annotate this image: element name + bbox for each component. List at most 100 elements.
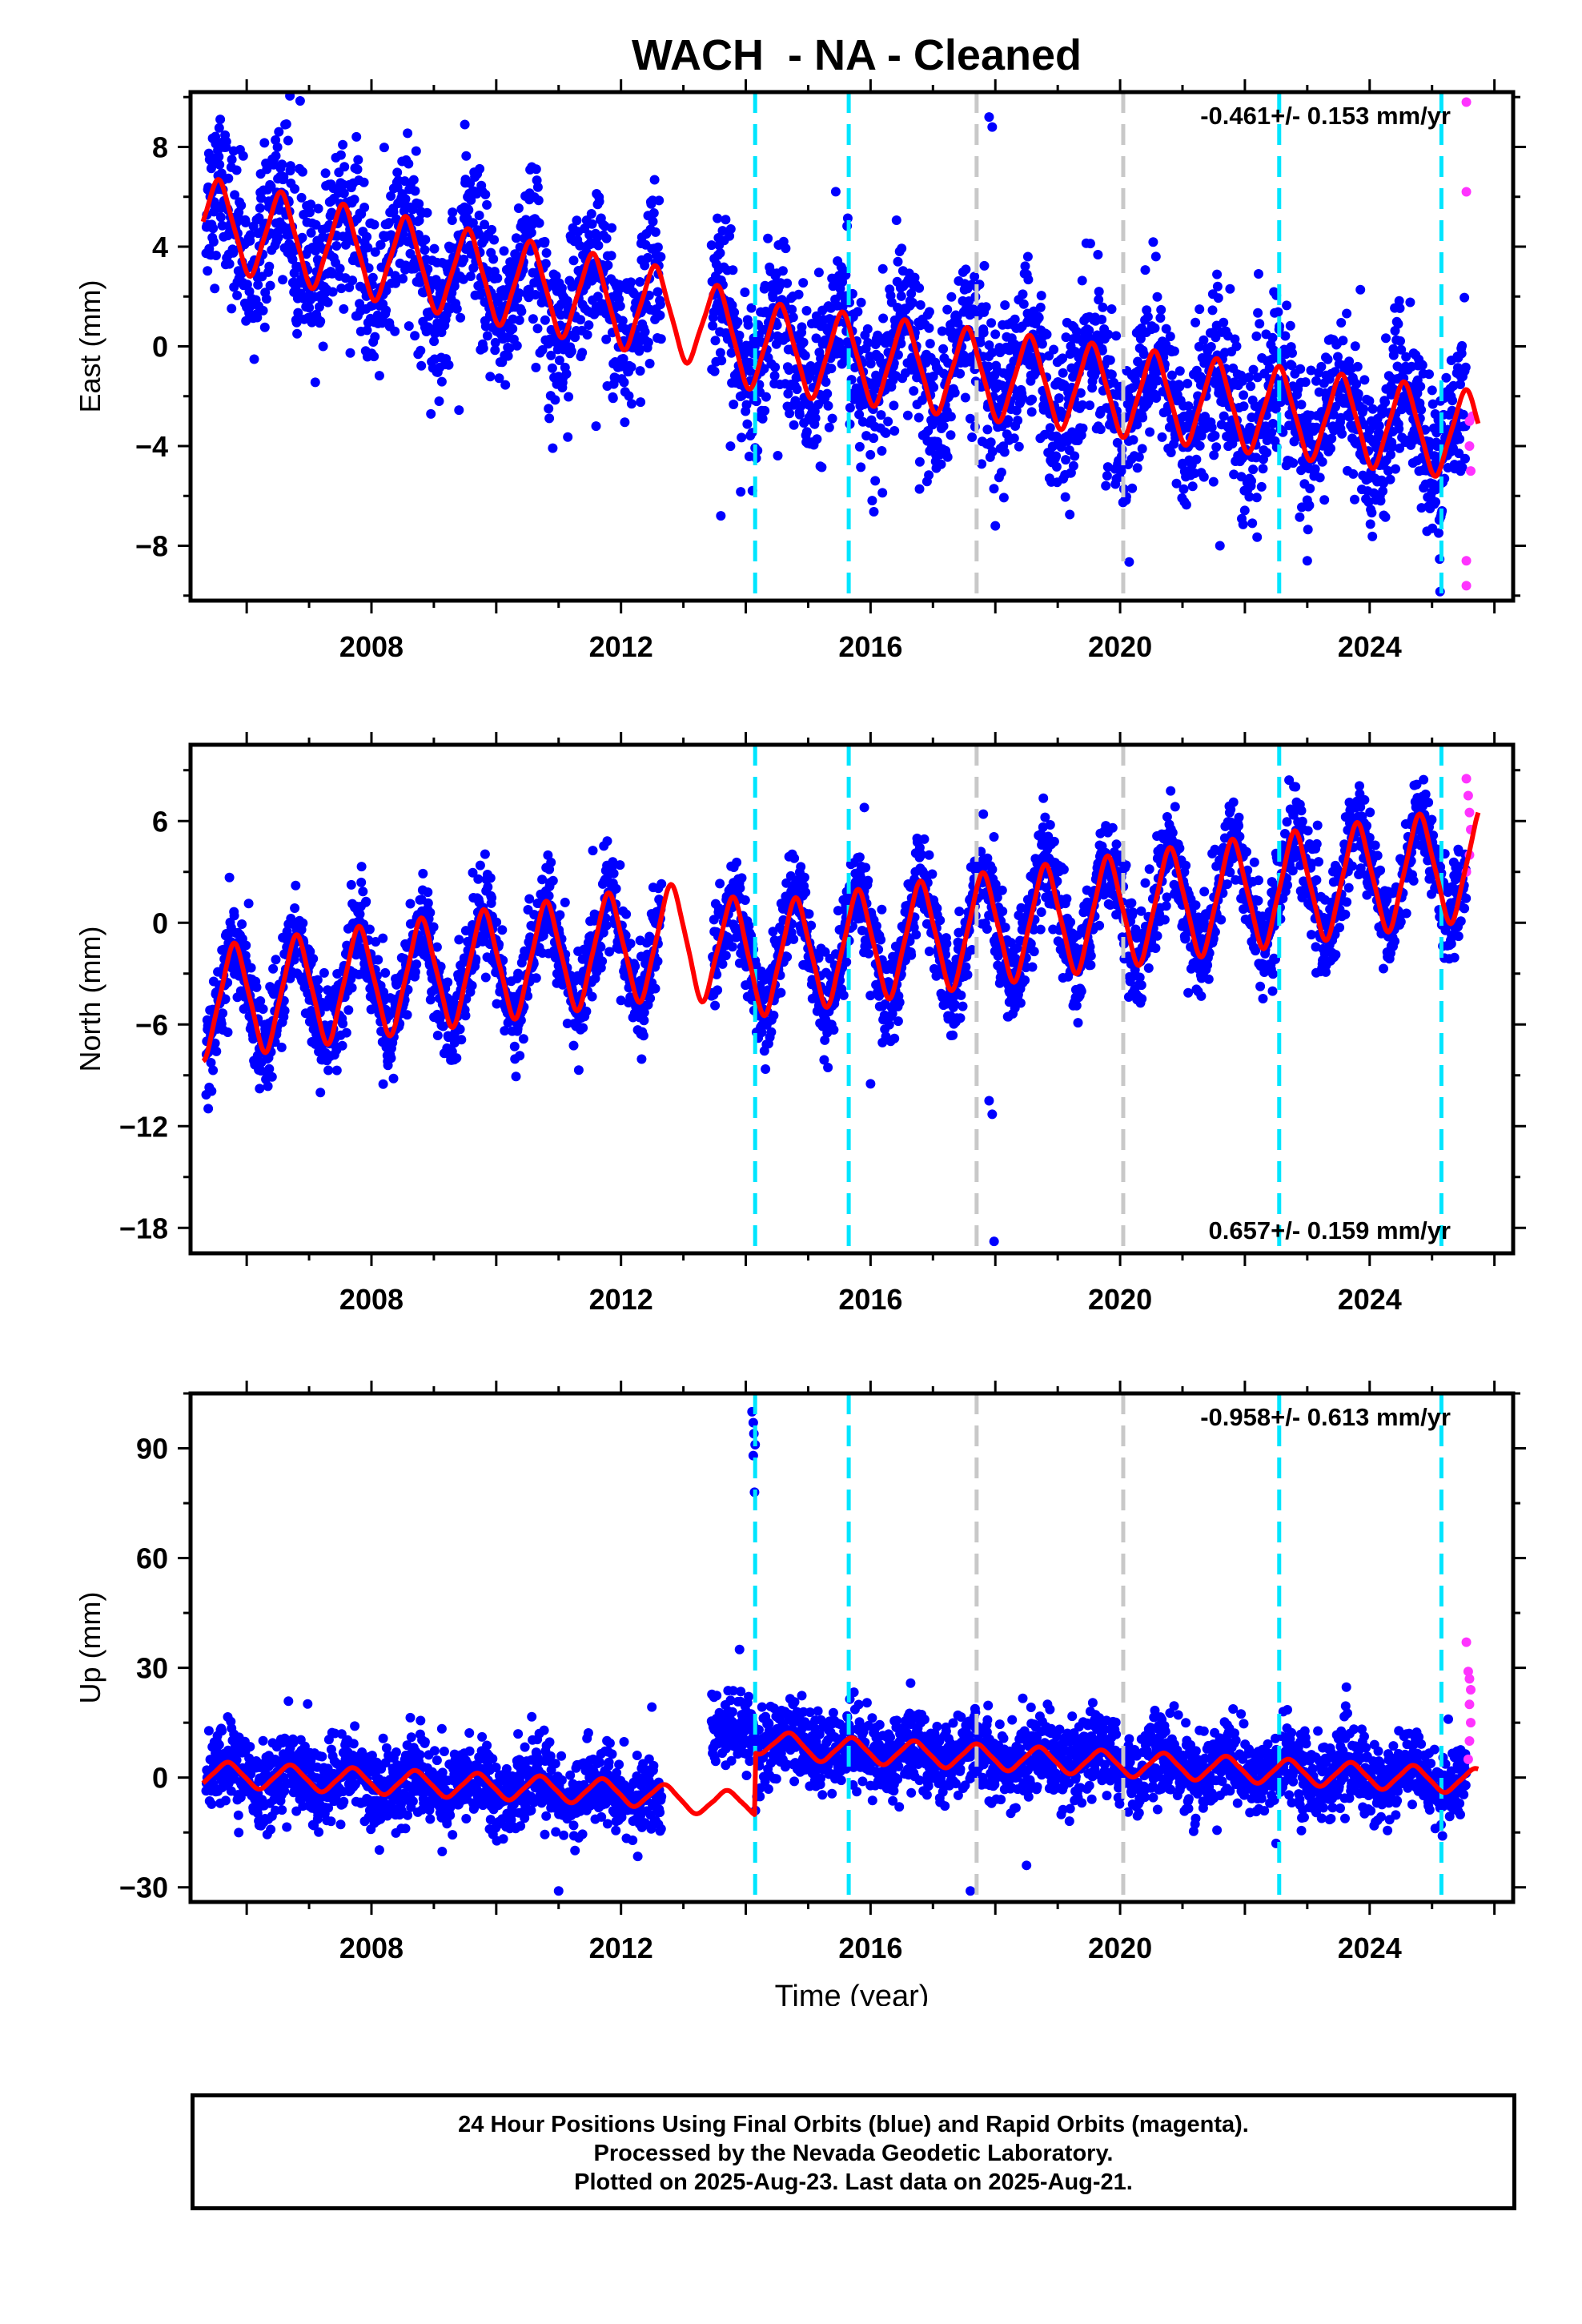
data-point bbox=[513, 203, 524, 213]
data-point bbox=[746, 303, 757, 313]
data-point bbox=[1106, 304, 1117, 314]
data-point bbox=[604, 947, 615, 957]
data-point bbox=[717, 959, 728, 969]
data-point bbox=[1085, 239, 1095, 249]
data-point bbox=[400, 194, 411, 204]
data-point bbox=[243, 899, 254, 909]
data-point bbox=[418, 868, 428, 879]
data-point bbox=[480, 849, 490, 859]
data-point bbox=[203, 1104, 214, 1114]
data-point bbox=[487, 224, 497, 235]
data-point bbox=[381, 285, 391, 296]
data-point bbox=[776, 987, 786, 998]
data-point bbox=[829, 1025, 839, 1035]
data-point bbox=[227, 155, 237, 165]
data-point bbox=[878, 313, 889, 324]
data-point bbox=[773, 451, 783, 460]
data-point bbox=[936, 459, 946, 469]
data-point bbox=[306, 227, 316, 238]
data-point bbox=[938, 421, 949, 432]
data-point bbox=[492, 273, 503, 283]
data-point bbox=[768, 927, 778, 937]
data-point bbox=[1140, 265, 1150, 275]
data-point bbox=[1417, 360, 1427, 370]
data-point bbox=[588, 846, 598, 856]
y-tick-label: 8 bbox=[152, 131, 168, 163]
data-point bbox=[278, 275, 288, 285]
data-point bbox=[889, 400, 899, 411]
data-point bbox=[861, 862, 871, 873]
data-point bbox=[1037, 339, 1047, 349]
data-point bbox=[1315, 472, 1325, 483]
data-point bbox=[252, 312, 263, 323]
data-point bbox=[211, 251, 221, 260]
data-point bbox=[804, 909, 814, 919]
data-point bbox=[290, 903, 300, 913]
data-point bbox=[877, 263, 888, 274]
data-point bbox=[979, 260, 990, 271]
data-point bbox=[841, 957, 852, 967]
data-point bbox=[1252, 532, 1263, 542]
x-tick-label: 2016 bbox=[838, 630, 902, 663]
data-point bbox=[783, 388, 793, 399]
data-point bbox=[398, 274, 408, 283]
data-point bbox=[412, 959, 422, 970]
data-point bbox=[468, 867, 478, 878]
data-point bbox=[601, 233, 612, 243]
data-point bbox=[526, 227, 536, 238]
data-point bbox=[1077, 275, 1087, 286]
data-point bbox=[359, 203, 370, 212]
data-point bbox=[924, 323, 934, 333]
x-tick-label: 2024 bbox=[1338, 630, 1402, 663]
data-point bbox=[854, 852, 865, 862]
data-point bbox=[241, 940, 251, 951]
data-point bbox=[643, 337, 653, 348]
rate-annotation: -0.461+/- 0.153 mm/yr bbox=[1200, 102, 1451, 130]
data-point bbox=[1191, 454, 1202, 464]
data-point bbox=[345, 348, 355, 358]
data-point bbox=[650, 983, 661, 994]
data-point bbox=[323, 297, 333, 308]
data-point bbox=[1199, 335, 1209, 345]
data-point bbox=[1199, 472, 1209, 482]
data-point bbox=[883, 416, 893, 427]
data-point bbox=[788, 312, 798, 323]
data-point bbox=[626, 277, 636, 287]
data-point bbox=[794, 409, 805, 420]
data-point bbox=[452, 1053, 462, 1063]
data-point bbox=[241, 316, 251, 326]
data-point bbox=[1247, 518, 1258, 529]
data-point bbox=[304, 207, 315, 218]
data-point bbox=[476, 287, 487, 298]
chart-title: WACH - NA - Cleaned bbox=[631, 31, 1082, 79]
data-point bbox=[983, 361, 994, 372]
data-point bbox=[1157, 432, 1167, 442]
data-point bbox=[1333, 352, 1343, 362]
data-point bbox=[1209, 450, 1219, 460]
data-point bbox=[518, 1034, 528, 1044]
data-point bbox=[655, 310, 665, 320]
data-point bbox=[271, 151, 281, 161]
data-point bbox=[556, 283, 567, 293]
data-point bbox=[346, 879, 356, 890]
data-point bbox=[740, 287, 750, 297]
data-point bbox=[645, 993, 656, 1003]
data-point bbox=[480, 972, 491, 983]
data-point bbox=[891, 215, 901, 225]
data-point bbox=[386, 1053, 396, 1063]
data-point bbox=[573, 1065, 584, 1076]
data-point bbox=[729, 308, 740, 318]
data-point bbox=[789, 853, 800, 863]
data-point bbox=[487, 893, 497, 903]
data-point bbox=[1374, 420, 1384, 431]
data-point bbox=[380, 967, 391, 978]
data-point bbox=[1000, 300, 1010, 310]
data-point bbox=[283, 135, 293, 146]
data-point bbox=[1454, 448, 1464, 459]
data-point bbox=[981, 302, 991, 312]
data-point bbox=[710, 1000, 721, 1011]
data-point bbox=[1236, 472, 1247, 482]
data-point bbox=[410, 331, 420, 341]
data-point bbox=[509, 1041, 520, 1051]
